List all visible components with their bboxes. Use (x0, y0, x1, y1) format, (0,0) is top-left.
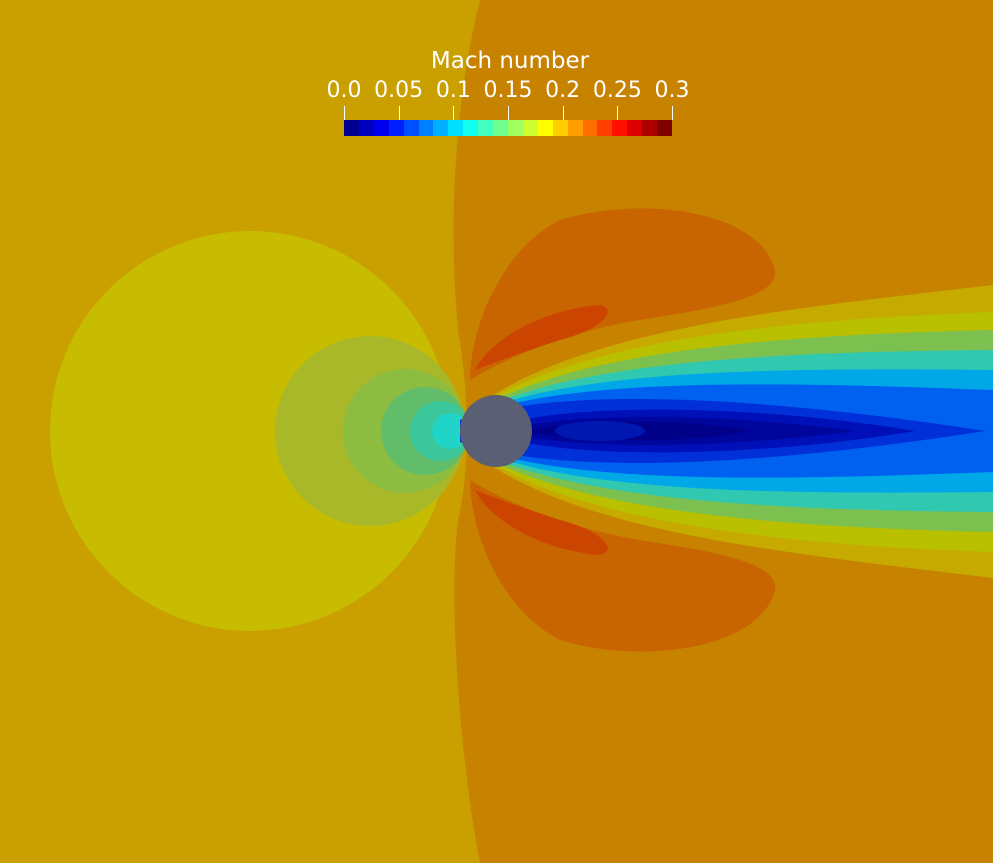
colorbar-tick (344, 106, 345, 120)
colorbar-swatch (344, 120, 359, 136)
colorbar-tick-label: 0.05 (374, 78, 424, 103)
colorbar-swatch (373, 120, 389, 136)
colorbar-ticks (300, 106, 720, 120)
colorbar-tick-label: 0.0 (326, 78, 362, 103)
colorbar-tick (672, 106, 673, 120)
colorbar-swatch (567, 120, 583, 136)
contour-stagnation-outer (50, 231, 450, 631)
colorbar-legend: Mach number 0.0 0.05 0.1 0.15 0.2 0.25 0… (300, 44, 720, 144)
colorbar-swatch (522, 120, 538, 136)
colorbar-title: Mach number (430, 48, 590, 74)
contour-lobe-lower-max (475, 490, 608, 555)
colorbar-tick (453, 106, 455, 120)
colorbar-swatch (537, 120, 553, 136)
colorbar-tick (617, 106, 619, 120)
colorbar-tick-label: 0.25 (592, 78, 642, 103)
colorbar-tick-label: 0.3 (654, 78, 690, 103)
colorbar-gradient (344, 120, 672, 136)
colorbar-swatch (582, 120, 598, 136)
colorbar-swatch (478, 120, 494, 136)
colorbar-swatch (507, 120, 523, 136)
colorbar-swatch (433, 120, 449, 136)
colorbar-swatch (612, 120, 628, 136)
colorbar-swatch (657, 120, 672, 136)
colorbar-swatch (403, 120, 419, 136)
colorbar-tick-label: 0.1 (435, 78, 471, 103)
colorbar-tick-label: 0.15 (483, 78, 533, 103)
colorbar-tick (508, 106, 509, 120)
colorbar-swatch (448, 120, 464, 136)
contour-stagnation-5 (432, 413, 468, 449)
cylinder-body (460, 395, 532, 467)
colorbar-swatch (597, 120, 613, 136)
colorbar-swatch (493, 120, 508, 136)
colorbar-tick-label: 0.2 (545, 78, 581, 103)
colorbar-swatch (627, 120, 643, 136)
colorbar-tick (562, 106, 564, 120)
colorbar-swatch (552, 120, 568, 136)
colorbar-swatch (418, 120, 434, 136)
wake-core (555, 421, 645, 441)
contour-lobe-upper-max (475, 305, 608, 370)
colorbar-swatch (463, 120, 479, 136)
colorbar-swatch (642, 120, 658, 136)
colorbar-tick-labels: 0.0 0.05 0.1 0.15 0.2 0.25 0.3 (300, 78, 720, 104)
colorbar-swatch (388, 120, 404, 136)
colorbar-swatch (358, 120, 374, 136)
colorbar-tick (398, 106, 400, 120)
